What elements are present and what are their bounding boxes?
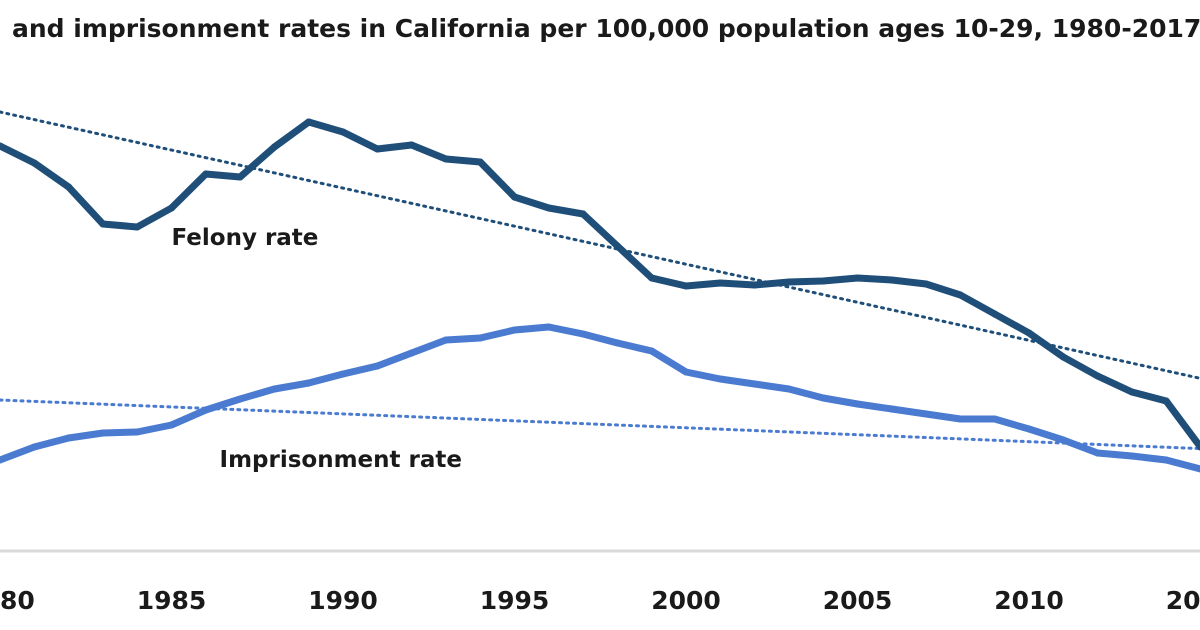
data-point-felony-2011: [1059, 353, 1067, 361]
data-point-imprisonment-1987: [236, 395, 244, 403]
data-point-imprisonment-1984: [133, 428, 141, 436]
data-point-imprisonment-1983: [99, 429, 107, 437]
data-point-felony-2001: [716, 279, 724, 287]
x-axis-tick-labels: 1980 1985 1990 1995 2000 2005 2010 2015: [0, 586, 1200, 615]
data-point-imprisonment-2005: [854, 400, 861, 408]
x-tick-label-1980: 1980: [0, 586, 35, 615]
series-layer: [0, 118, 1200, 473]
data-point-felony-1980: [0, 142, 4, 150]
data-point-felony-2006: [888, 276, 896, 284]
data-point-imprisonment-1985: [168, 421, 175, 429]
data-point-felony-2013: [1128, 388, 1136, 396]
data-point-imprisonment-1992: [408, 349, 416, 357]
data-point-felony-2014: [1162, 397, 1170, 405]
data-point-imprisonment-2003: [785, 385, 793, 393]
data-point-felony-1999: [648, 274, 656, 282]
data-point-felony-1992: [408, 141, 416, 149]
data-point-imprisonment-2015: [1197, 465, 1200, 473]
data-point-felony-1989: [305, 118, 313, 126]
x-tick-label-2000: 2000: [651, 586, 721, 615]
data-point-imprisonment-2004: [819, 394, 827, 402]
data-point-imprisonment-1989: [305, 379, 313, 387]
data-point-imprisonment-2009: [991, 415, 999, 423]
series-imprisonment: [0, 323, 1200, 473]
data-point-felony-2010: [1025, 329, 1033, 337]
x-tick-label-1990: 1990: [308, 586, 378, 615]
x-tick-label-2015: 2015: [1166, 586, 1200, 615]
data-point-felony-2012: [1094, 372, 1102, 380]
x-tick-label-1995: 1995: [480, 586, 550, 615]
series-label-imprisonment: Imprisonment rate: [220, 447, 462, 473]
series-label-felony: Felony rate: [172, 225, 319, 251]
data-point-felony-1982: [65, 183, 73, 191]
data-point-felony-1998: [613, 242, 621, 250]
data-point-felony-1993: [442, 155, 450, 163]
data-point-imprisonment-2007: [922, 410, 930, 418]
series-line-felony: [0, 118, 1200, 451]
data-point-felony-2009: [991, 310, 999, 318]
data-point-felony-1986: [202, 170, 210, 178]
data-point-felony-2004: [819, 277, 827, 285]
data-point-felony-1984: [133, 223, 141, 231]
data-point-imprisonment-1980: [0, 456, 4, 464]
chart-title: and imprisonment rates in California per…: [12, 14, 1200, 43]
data-point-imprisonment-1998: [613, 339, 621, 347]
data-point-imprisonment-2010: [1025, 425, 1033, 433]
data-point-imprisonment-1995: [511, 326, 518, 334]
data-point-imprisonment-1982: [65, 434, 73, 442]
data-point-imprisonment-1994: [476, 334, 484, 342]
data-point-felony-1983: [99, 220, 107, 228]
data-point-felony-1996: [545, 204, 553, 212]
data-point-imprisonment-1981: [30, 443, 38, 451]
data-point-felony-1981: [30, 159, 38, 167]
series-line-imprisonment: [0, 323, 1200, 473]
data-point-felony-1990: [339, 128, 347, 136]
x-tick-label-1985: 1985: [137, 586, 207, 615]
trendline-layer: [0, 110, 1200, 451]
data-point-imprisonment-2006: [888, 405, 896, 413]
data-point-felony-2002: [751, 281, 759, 289]
data-point-felony-1997: [579, 210, 587, 218]
data-point-imprisonment-1997: [579, 330, 587, 338]
data-point-felony-1994: [476, 158, 484, 166]
data-point-imprisonment-2000: [682, 368, 690, 376]
data-point-felony-2000: [682, 282, 690, 290]
data-point-felony-2003: [785, 278, 793, 286]
data-point-imprisonment-2013: [1128, 452, 1136, 460]
data-point-felony-1988: [270, 143, 278, 151]
data-point-imprisonment-1993: [442, 336, 450, 344]
data-point-felony-2008: [956, 291, 964, 299]
data-point-imprisonment-1988: [270, 385, 278, 393]
data-point-imprisonment-1990: [339, 370, 347, 378]
series-felony: [0, 118, 1200, 451]
data-point-imprisonment-2002: [751, 380, 759, 388]
data-point-imprisonment-2008: [956, 415, 964, 423]
data-point-felony-2005: [854, 274, 861, 282]
data-point-felony-1991: [373, 145, 381, 153]
data-point-imprisonment-1999: [648, 347, 656, 355]
data-point-felony-2015: [1197, 443, 1200, 451]
x-tick-label-2005: 2005: [823, 586, 893, 615]
data-point-imprisonment-1991: [373, 362, 381, 370]
series-labels: Felony rate Imprisonment rate: [172, 225, 463, 473]
data-point-imprisonment-2014: [1162, 456, 1170, 464]
data-point-imprisonment-2011: [1059, 436, 1067, 444]
data-point-imprisonment-1996: [545, 323, 553, 331]
data-point-felony-1985: [168, 204, 175, 212]
data-point-imprisonment-1986: [202, 406, 210, 414]
data-point-imprisonment-2001: [716, 375, 724, 383]
data-point-imprisonment-2012: [1094, 449, 1102, 457]
data-point-felony-1995: [511, 193, 518, 201]
data-point-felony-1987: [236, 173, 244, 181]
data-point-felony-2007: [922, 280, 930, 288]
x-tick-label-2010: 2010: [994, 586, 1064, 615]
